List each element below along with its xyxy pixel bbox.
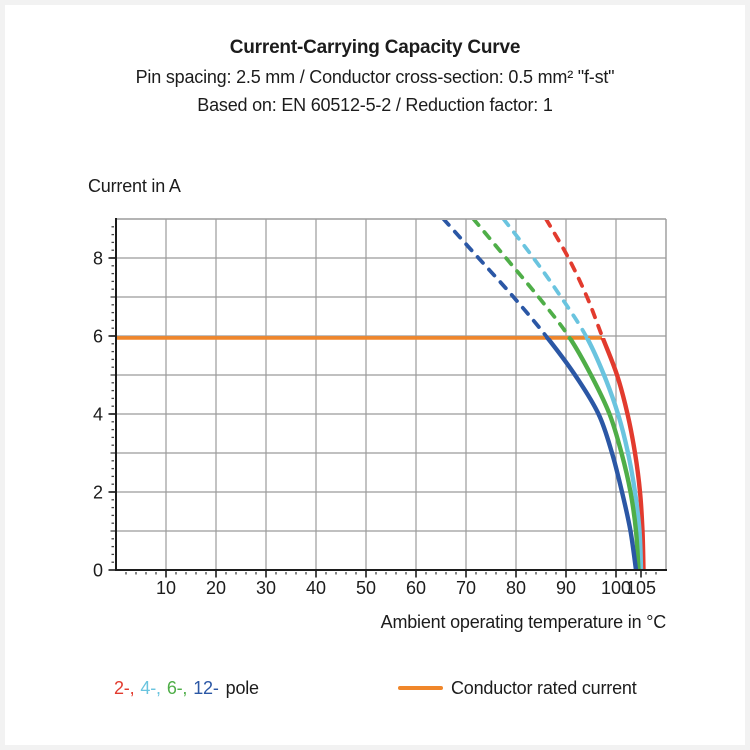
x-tick-label: 100 — [601, 578, 631, 598]
chart-title: Current-Carrying Capacity Curve — [229, 37, 521, 58]
legend-pole-counts: 2-, 4-, 6-, 12- pole — [114, 678, 259, 699]
x-tick-label: 10 — [156, 578, 176, 598]
grid — [116, 219, 666, 570]
legend-pole-label: 4-, — [140, 678, 161, 698]
rated-current-line-swatch — [398, 685, 443, 690]
axes — [115, 218, 667, 571]
rated-current-label: Conductor rated current — [451, 678, 637, 698]
legend-pole-label: 6-, — [166, 678, 188, 698]
x-tick-label: 40 — [306, 578, 326, 598]
y-tick-labels: 0 2 4 6 8 — [93, 249, 103, 581]
legend-pole-label: 12- — [193, 678, 219, 698]
y-tick-label: 6 — [93, 327, 103, 347]
series-2-pole — [544, 220, 646, 572]
y-tick-label: 8 — [93, 249, 103, 269]
legend-pole-suffix: pole — [225, 678, 259, 698]
plot-frame — [116, 218, 667, 570]
chart-subtitle-spec: Pin spacing: 2.5 mm / Conductor cross-se… — [135, 67, 615, 87]
x-tick-label: 20 — [206, 578, 226, 598]
series-12-pole — [441, 220, 639, 572]
legend-rated-current: Conductor rated current — [398, 678, 637, 699]
y-tick-label: 4 — [93, 405, 103, 425]
series-6-pole — [471, 220, 641, 572]
y-tick-label: 0 — [93, 561, 103, 581]
x-axis-title: Ambient operating temperature in °C — [380, 612, 667, 632]
x-tick-label: 80 — [506, 578, 526, 598]
x-tick-label: 90 — [556, 578, 576, 598]
legend-pole-label: 2-, — [114, 678, 135, 698]
legend-pole-items: 2-, 4-, 6-, 12- — [114, 678, 225, 698]
axis-ticks — [108, 226, 657, 578]
y-tick-label: 2 — [93, 483, 103, 503]
x-tick-label: 30 — [256, 578, 276, 598]
x-tick-label: 50 — [356, 578, 376, 598]
y-axis-title: Current in A — [88, 176, 181, 196]
chart-subtitle-standard: Based on: EN 60512-5-2 / Reduction facto… — [197, 95, 553, 115]
x-tick-label: 60 — [406, 578, 426, 598]
x-tick-label: 105 — [626, 578, 656, 598]
x-tick-label: 70 — [456, 578, 476, 598]
series-4-pole — [501, 220, 644, 572]
title-block: Current-Carrying Capacity Curve Pin spac… — [0, 33, 750, 119]
